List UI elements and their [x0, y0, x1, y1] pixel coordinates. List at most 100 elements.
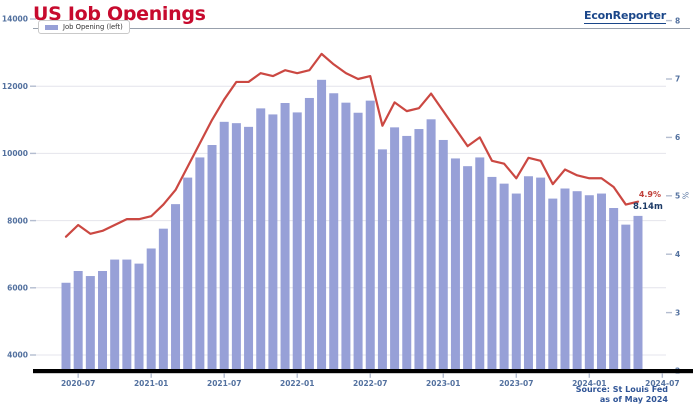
- bar-2020-11: [122, 259, 132, 369]
- bar-2021-07: [219, 121, 229, 369]
- left-tick-label: 14000: [2, 15, 28, 24]
- bar-2021-09: [244, 126, 254, 369]
- legend: Job Opening (left): [38, 20, 130, 34]
- bar-2021-04: [183, 177, 193, 369]
- left-tick-mark: [30, 354, 36, 356]
- bar-2021-02: [158, 228, 168, 369]
- x-tick-label: 2023-07: [499, 379, 533, 388]
- bar-2022-03: [317, 79, 327, 369]
- right-tick-mark: [666, 311, 672, 314]
- bar-2022-06: [353, 112, 363, 369]
- bar-2023-08: [523, 176, 533, 369]
- bar-2023-11: [560, 188, 570, 369]
- right-tick-mark: [666, 19, 672, 22]
- x-tick-mark: [515, 373, 517, 378]
- bar-2022-04: [329, 93, 339, 370]
- x-tick-label: 2024-01: [572, 379, 606, 388]
- x-tick-mark: [150, 373, 152, 378]
- annotation-rate: 4.9%: [638, 190, 661, 199]
- bar-2023-10: [548, 198, 558, 369]
- source-line-1: Source: St Louis Fed: [575, 385, 668, 394]
- right-tick-mark: [666, 136, 672, 139]
- bar-2023-06: [499, 183, 509, 369]
- source-note: Source: St Louis Fed as of May 2024: [576, 385, 668, 405]
- x-tick-label: 2020-07: [61, 379, 95, 388]
- bar-2024-04: [621, 224, 631, 369]
- bar-2022-08: [377, 149, 387, 369]
- bar-2020-07: [73, 271, 83, 369]
- left-tick-mark: [30, 287, 36, 289]
- right-tick-mark: [666, 195, 672, 197]
- x-tick-label: 2024-07: [645, 379, 679, 388]
- bar-2022-05: [341, 102, 351, 369]
- right-tick-mark: [666, 253, 672, 255]
- x-axis-line: [33, 369, 693, 374]
- bar-2022-11: [414, 129, 424, 369]
- x-tick-mark: [296, 373, 298, 378]
- x-tick-label: 2022-07: [353, 379, 387, 388]
- bar-2023-09: [536, 177, 546, 369]
- left-tick-mark: [30, 152, 36, 155]
- right-tick-label: 4: [675, 250, 680, 259]
- bar-2021-10: [256, 108, 266, 369]
- bar-2024-01: [584, 195, 594, 369]
- left-tick-mark: [30, 219, 36, 222]
- left-tick-label: 4000: [7, 351, 28, 360]
- bar-2021-01: [146, 248, 156, 369]
- x-tick-label: 2021-01: [134, 379, 168, 388]
- right-tick-mark: [666, 78, 672, 80]
- page-title: US Job Openings: [33, 3, 206, 25]
- bar-2023-05: [487, 176, 497, 369]
- bar-2021-06: [207, 145, 217, 369]
- bar-2022-12: [426, 119, 436, 370]
- x-tick-mark: [369, 373, 371, 378]
- bar-2020-08: [85, 276, 95, 369]
- bar-2021-11: [268, 114, 278, 369]
- right-tick-label: 5: [675, 192, 680, 201]
- x-tick-mark: [223, 373, 225, 378]
- right-axis-unit-label: %: [680, 191, 690, 200]
- bar-2020-12: [134, 263, 144, 369]
- source-line-2: as of May 2024: [599, 395, 668, 404]
- econreporter-logo[interactable]: EconReporter: [584, 9, 666, 24]
- bar-2023-01: [438, 139, 448, 369]
- bar-2021-08: [231, 123, 241, 369]
- bar-2022-02: [304, 97, 314, 370]
- x-tick-label: 2022-01: [280, 379, 314, 388]
- left-tick-label: 10000: [2, 149, 28, 158]
- bar-2023-04: [475, 157, 485, 369]
- bar-2023-07: [511, 193, 521, 369]
- left-tick-mark: [30, 18, 36, 20]
- left-tick-label: 8000: [7, 216, 28, 225]
- x-tick-mark: [442, 373, 444, 378]
- x-tick-mark: [588, 373, 591, 378]
- bar-2021-03: [171, 204, 181, 369]
- bar-2023-03: [463, 166, 473, 369]
- left-tick-mark: [30, 85, 36, 87]
- right-tick-label: 8: [675, 16, 680, 25]
- bar-2023-02: [450, 158, 460, 369]
- x-tick-mark: [661, 373, 664, 378]
- bar-2021-05: [195, 157, 205, 369]
- bar-2020-06: [61, 282, 71, 369]
- bar-2022-01: [292, 112, 302, 370]
- annotation-level: 8.14m: [633, 202, 663, 212]
- right-tick-label: 7: [675, 75, 680, 84]
- right-tick-label: 6: [675, 133, 680, 142]
- right-tick-label: 3: [675, 308, 680, 317]
- legend-swatch-icon: [45, 24, 58, 30]
- bar-2021-12: [280, 103, 290, 369]
- bar-2020-10: [110, 259, 120, 369]
- bar-2023-12: [572, 191, 582, 369]
- rate-line: [64, 52, 640, 238]
- legend-label: Job Opening (left): [63, 23, 123, 31]
- x-tick-label: 2023-01: [426, 379, 460, 388]
- bar-2020-09: [98, 271, 108, 369]
- left-tick-label: 6000: [7, 284, 28, 293]
- bar-2022-07: [365, 100, 375, 369]
- x-tick-label: 2021-07: [207, 379, 241, 388]
- bar-2022-09: [390, 127, 400, 369]
- bar-2024-02: [596, 193, 606, 369]
- bar-2022-10: [402, 135, 412, 369]
